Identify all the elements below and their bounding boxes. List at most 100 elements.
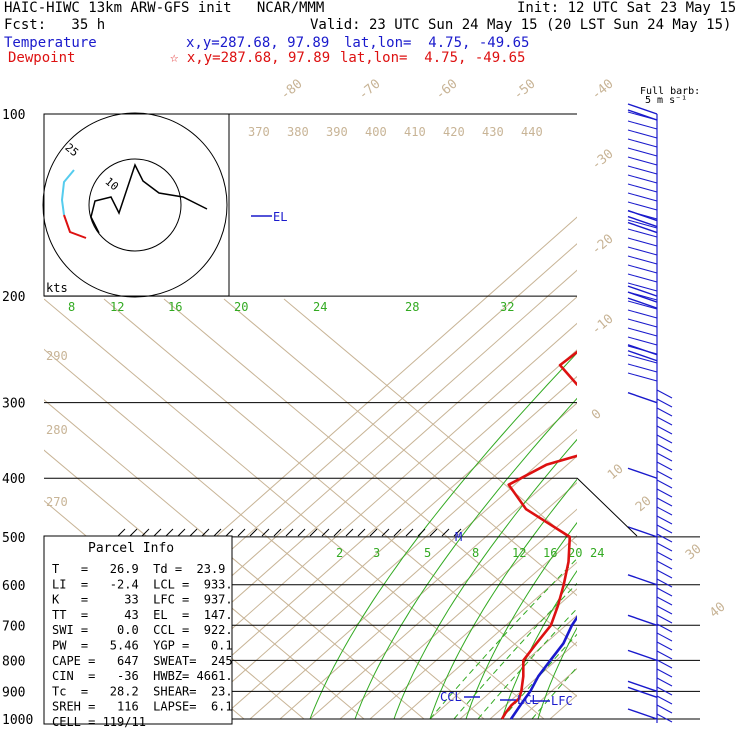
isotherm-label: 20 [633, 494, 655, 516]
moist-adiabat-line [465, 521, 577, 720]
wind-barb-tick [656, 677, 673, 687]
parcel-info-row: Tc = 28.2 SHEAR= 23. [52, 684, 233, 698]
hatch-mark [369, 528, 378, 537]
parcel-info-row: TT = 43 EL = 147. [52, 608, 233, 622]
wind-barb-tick [627, 300, 658, 310]
pressure-label: 400 [2, 472, 25, 487]
wind-barb [627, 574, 658, 586]
isotherm-line [580, 114, 740, 719]
moist-adiabat-line [537, 626, 577, 720]
wind-barb-tick [656, 650, 673, 660]
dry-adiabat-line [103, 298, 577, 697]
pressure-axis-labels: 100 200 300 400 500 600 700 800 900 1000 [2, 108, 33, 728]
isotherm-line [489, 641, 577, 720]
hodograph-trace [90, 163, 208, 234]
mixing-label-upper: 32 [500, 300, 514, 314]
mixing-label-lower: 8 [472, 546, 479, 560]
wind-barb-tick [656, 623, 673, 633]
hatch-mark [117, 528, 126, 537]
wind-barb-tick [656, 614, 673, 624]
parcel-info-frame [43, 535, 233, 725]
isotherm-labels: -80 -70 -60 -50 -40 -30 -20 -10 0 10 20 30 40 [278, 76, 729, 621]
hatch-mark [405, 528, 414, 537]
hatch-mark [213, 528, 222, 537]
wind-barb-staff: Full barb: 5 m s⁻¹ [640, 86, 700, 723]
wind-barb-tick [627, 282, 658, 292]
wind-barb-tick [627, 174, 658, 184]
wind-barb-tick [627, 165, 658, 175]
wind-barb-tick [656, 695, 673, 705]
temperature-xy: x,y=287.68, 97.89 [186, 35, 330, 51]
theta-labels: 370 380 390 400 410 420 430 440 290 280 270 [46, 125, 543, 509]
pressure-label: 800 [2, 654, 25, 669]
isotherm-label: -30 [589, 146, 617, 173]
wind-barb [627, 686, 658, 698]
wind-barb-tick [627, 246, 658, 256]
mixing-ratio-line [429, 557, 577, 720]
dry-adiabat-line [44, 399, 425, 720]
mixing-ratio-line [453, 582, 577, 720]
parcel-info-row: LI = -2.4 LCL = 933. [52, 577, 233, 591]
isotherm-label: -70 [356, 76, 384, 103]
pressure-label: 200 [2, 290, 25, 305]
theta-left-label: 280 [46, 423, 68, 437]
wind-barb [627, 350, 658, 362]
isotherm-label: 0 [589, 407, 605, 424]
mixing-label-lower: 24 [590, 546, 604, 560]
wind-barb-tick [627, 228, 658, 238]
mixing-label-upper: 8 [68, 300, 75, 314]
theta-label: 420 [443, 125, 465, 139]
isotherm-label: -40 [589, 76, 617, 103]
dry-adiabat-line [163, 298, 577, 647]
wind-barb-tick [656, 533, 673, 543]
hatch-mark [441, 528, 450, 537]
parcel-info-rows: T = 26.9 Td = 23.9LI = -2.4 LCL = 933. K … [52, 562, 233, 729]
pressure-label: 900 [2, 685, 25, 700]
hatch-mark [201, 528, 210, 537]
wind-barb-tick [656, 452, 673, 462]
moist-adiabat-line [354, 397, 577, 720]
pressure-label: 700 [2, 619, 25, 634]
wind-barb-tick [656, 560, 673, 570]
wind-barb-tick [627, 183, 658, 193]
wind-barb-tick [656, 443, 673, 453]
moist-adiabat-line [670, 296, 740, 719]
moist-adiabat-line [580, 296, 740, 719]
wind-barb-tick [656, 686, 673, 696]
wind-barb-tick [656, 407, 673, 417]
pressure-label: 1000 [2, 713, 33, 728]
mixing-label-lower: 2 [336, 546, 343, 560]
wind-barb-tick [627, 309, 658, 319]
isotherm-line [159, 349, 577, 720]
wind-barb-tick [627, 192, 658, 202]
wind-barb [627, 708, 658, 720]
wind-barb-tick [627, 138, 658, 148]
mixing-ratio-line [477, 607, 577, 720]
wind-barb [627, 391, 658, 404]
hatch-mark [177, 528, 186, 537]
wind-barb-tick [627, 255, 658, 265]
wind-barb-tick [656, 461, 673, 471]
hatch-mark [429, 528, 438, 537]
theta-left-label: 270 [46, 495, 68, 509]
isotherm-label: -10 [589, 311, 617, 338]
parcel-info-row: CAPE = 647 SWEAT= 245 [52, 654, 233, 668]
hatch-mark [189, 528, 198, 537]
wind-barb-tick [627, 129, 658, 139]
wind-barb [627, 680, 658, 692]
temperature-line [509, 615, 577, 720]
hatch-mark [297, 528, 306, 537]
wind-barb-tick [656, 425, 673, 435]
wind-barb-tick [656, 542, 673, 552]
temperature-profile [509, 615, 577, 720]
barb-legend-line1: Full barb: [640, 86, 700, 97]
dewpoint-profile [500, 350, 577, 720]
hatch-mark [153, 528, 162, 537]
theta-label: 400 [365, 125, 387, 139]
wind-barb-tick [627, 327, 658, 337]
header-line1-left: HAIC-HIWC 13km ARW-GFS init NCAR/MMM [4, 0, 325, 16]
hodograph-trace-sfc [63, 214, 87, 239]
wind-barb-tick [627, 291, 658, 301]
hodograph-units: kts [46, 281, 68, 295]
